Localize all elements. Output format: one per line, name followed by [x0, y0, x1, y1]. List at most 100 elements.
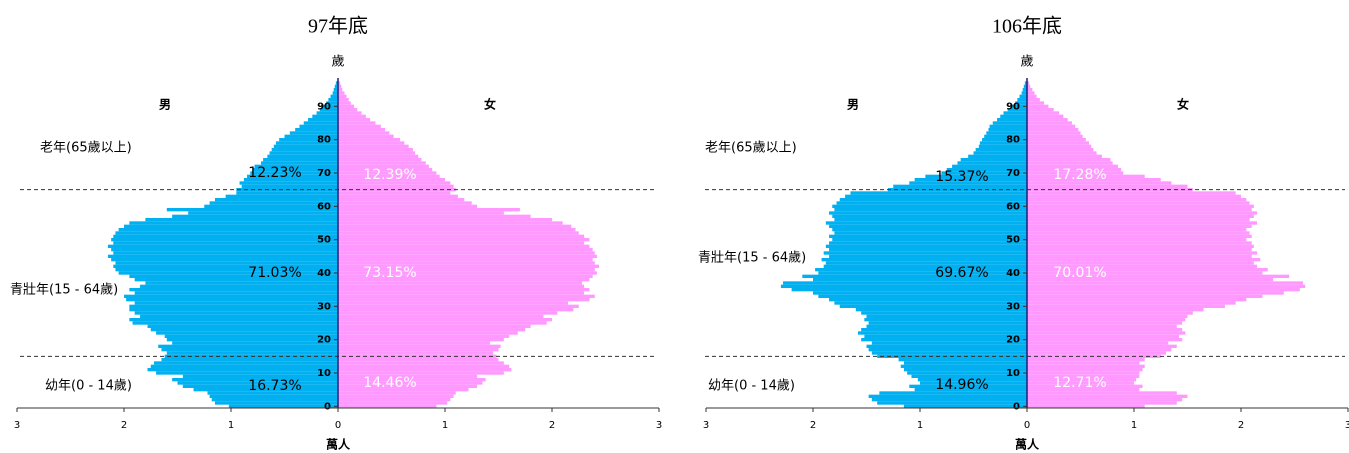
bar	[243, 178, 338, 182]
bar	[156, 331, 338, 335]
bar	[1027, 141, 1090, 145]
bar	[161, 358, 338, 362]
value-label: 14.46%	[363, 375, 416, 391]
y-tick-label: 50	[1006, 235, 1020, 246]
bar	[1027, 164, 1118, 168]
bar	[829, 211, 1027, 215]
bar	[1027, 261, 1254, 265]
bar	[1027, 178, 1161, 182]
bar	[338, 171, 437, 175]
bar	[338, 114, 366, 118]
bar	[834, 218, 1027, 222]
bar	[1027, 281, 1304, 285]
bar	[338, 374, 478, 378]
bar	[1027, 264, 1258, 268]
bar	[271, 148, 338, 152]
bar	[1027, 114, 1064, 118]
bar	[333, 88, 338, 92]
series-label: 男	[159, 98, 171, 112]
bar	[338, 238, 590, 242]
bar	[328, 98, 338, 102]
bar	[338, 84, 342, 88]
bar	[338, 218, 552, 222]
bar	[914, 178, 1027, 182]
bar	[1027, 328, 1183, 332]
x-tick-label: 1	[1131, 420, 1137, 431]
y-tick-label: 20	[1006, 335, 1020, 346]
bar	[166, 208, 338, 212]
bar	[877, 401, 1027, 405]
bar	[839, 304, 1027, 308]
bar	[829, 248, 1027, 252]
bar	[1027, 384, 1143, 388]
bar	[316, 111, 338, 115]
bar	[338, 281, 582, 285]
bar	[832, 238, 1027, 242]
x-tick-label: 1	[228, 420, 234, 431]
bar	[166, 351, 338, 355]
bar	[236, 191, 338, 195]
bar	[855, 308, 1027, 312]
bar	[338, 264, 600, 268]
group-label: 幼年(0 - 14歲)	[708, 379, 795, 394]
bar	[941, 171, 1027, 175]
bar	[834, 301, 1027, 305]
bar	[107, 254, 338, 258]
bar	[113, 234, 338, 238]
bar	[161, 348, 338, 352]
bar	[946, 168, 1027, 172]
bar	[1027, 358, 1145, 362]
bar	[273, 144, 338, 148]
bar	[1027, 244, 1254, 248]
bar	[338, 294, 595, 298]
bar	[832, 228, 1027, 232]
bar	[338, 348, 499, 352]
bar	[338, 241, 585, 245]
bar	[979, 141, 1027, 145]
bar	[124, 294, 338, 298]
bar	[338, 244, 590, 248]
bar	[839, 198, 1027, 202]
bar	[129, 221, 338, 225]
y-tick-label: 30	[317, 301, 331, 312]
bar	[129, 318, 338, 322]
bar	[338, 381, 483, 385]
bar	[829, 254, 1027, 258]
x-tick-label: 3	[14, 420, 20, 431]
bar	[871, 398, 1027, 402]
value-label: 69.67%	[935, 265, 988, 281]
bar	[1027, 91, 1035, 95]
bar	[338, 208, 520, 212]
bar	[182, 374, 338, 378]
bar	[813, 278, 1027, 282]
bar	[1027, 148, 1094, 152]
bar	[1027, 108, 1054, 112]
bar	[850, 191, 1027, 195]
bar	[250, 171, 338, 175]
bar	[338, 118, 371, 122]
bar	[156, 371, 338, 375]
bar	[1027, 254, 1252, 258]
bar	[338, 101, 351, 105]
bar	[241, 184, 338, 188]
bar	[209, 201, 338, 205]
group-label: 老年(65歲以上)	[705, 141, 797, 156]
bar	[140, 314, 338, 318]
bar	[920, 381, 1027, 385]
bar	[338, 81, 341, 85]
bar	[864, 318, 1027, 322]
bar	[172, 214, 338, 218]
bar	[909, 181, 1027, 185]
bar	[823, 251, 1027, 255]
x-tick-label: 1	[442, 420, 448, 431]
bar	[338, 368, 512, 372]
bar	[338, 334, 510, 338]
x-tick-label: 2	[121, 420, 127, 431]
bar	[338, 161, 426, 165]
bar	[263, 158, 338, 162]
bar	[129, 288, 338, 292]
bar	[267, 154, 338, 158]
bar	[868, 394, 1027, 398]
bar	[338, 131, 390, 135]
